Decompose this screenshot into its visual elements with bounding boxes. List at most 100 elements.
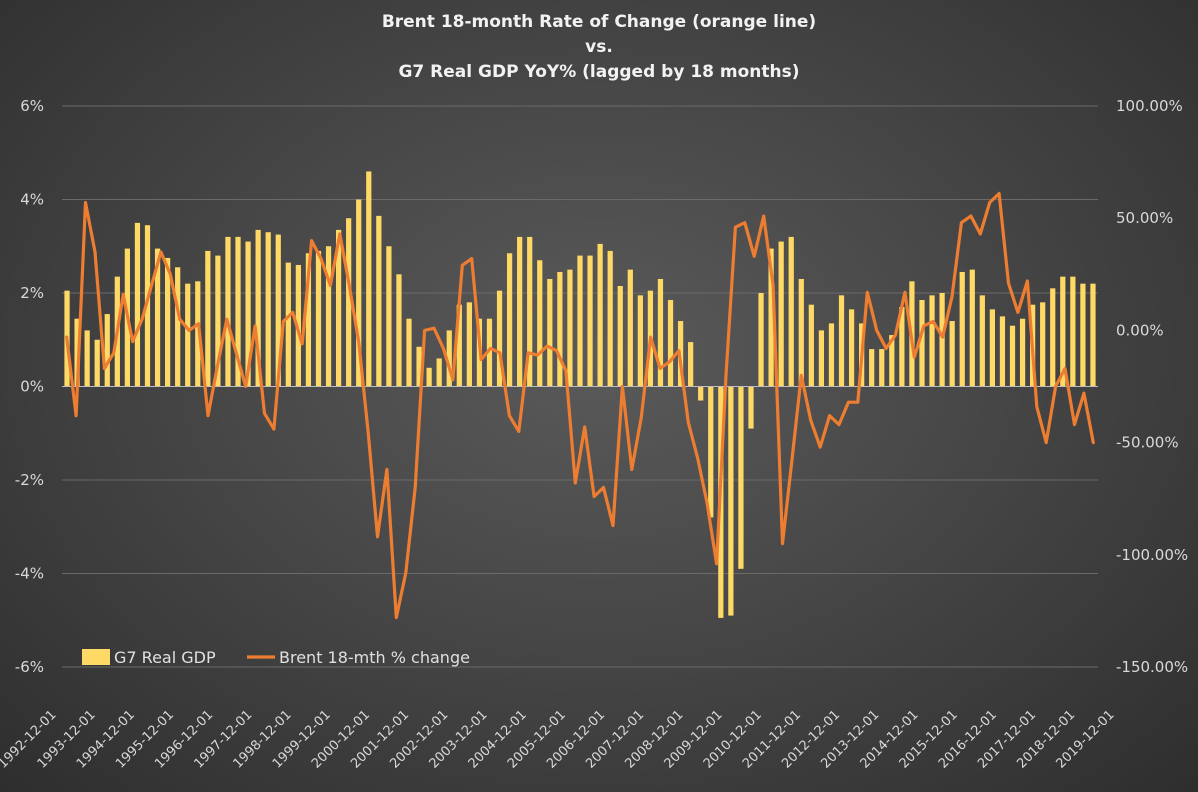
gdp-bar	[969, 269, 975, 387]
gdp-bar	[134, 222, 141, 387]
gdp-bar	[195, 281, 201, 387]
gdp-bar	[1080, 283, 1086, 387]
gdp-bar	[165, 257, 171, 387]
gdp-bar	[818, 330, 825, 387]
gdp-bar	[557, 271, 563, 387]
gdp-bar	[587, 255, 593, 387]
gdp-bar	[1009, 325, 1016, 387]
gdp-bar	[577, 255, 583, 387]
gdp-bar	[788, 236, 794, 387]
gdp-bar	[426, 367, 432, 387]
gdp-bar	[486, 318, 493, 387]
gdp-bar	[1019, 318, 1026, 387]
gdp-bar	[949, 321, 955, 387]
gdp-bar	[416, 346, 422, 387]
gdp-bar	[315, 250, 322, 387]
y-left-tick-label: 6%	[20, 97, 44, 115]
gdp-bar	[154, 248, 161, 387]
gdp-bar	[466, 302, 472, 387]
gdp-bar	[758, 293, 764, 387]
gdp-bar	[356, 199, 362, 387]
gdp-bar	[84, 330, 90, 387]
gdp-bar	[1060, 276, 1066, 387]
gdp-bar	[939, 293, 945, 387]
gdp-bar	[144, 225, 151, 387]
y-left-tick-label: -4%	[15, 565, 44, 583]
gdp-bar	[1050, 288, 1056, 387]
gdp-bar	[185, 283, 191, 387]
gdp-bar	[285, 262, 291, 387]
gdp-bar	[325, 246, 332, 387]
gdp-bar	[1090, 283, 1096, 387]
gdp-bar	[496, 290, 503, 387]
gdp-bar	[778, 241, 784, 387]
gdp-bar	[838, 295, 845, 387]
gdp-bar	[989, 309, 995, 387]
gdp-bar	[506, 253, 513, 387]
gdp-bar	[205, 250, 211, 387]
gdp-bar	[929, 295, 935, 387]
gdp-bar	[446, 330, 452, 387]
y-left-tick-label: -6%	[15, 658, 44, 676]
gdp-bar	[215, 255, 221, 387]
gdp-bar	[657, 278, 664, 387]
gdp-bar	[547, 278, 553, 387]
gdp-bar	[617, 285, 623, 387]
chart-title-line-2: vs.	[585, 37, 613, 57]
gdp-bar	[335, 229, 342, 387]
gdp-bar	[527, 236, 533, 387]
gdp-bar	[436, 358, 442, 387]
gdp-bar	[828, 323, 835, 387]
legend-label-gdp: G7 Real GDP	[114, 648, 216, 667]
y-right-tick-label: 0.00%	[1116, 321, 1164, 339]
gdp-bar	[1040, 302, 1046, 387]
gdp-bar	[386, 246, 392, 387]
gdp-bar	[869, 349, 875, 387]
gdp-bar	[366, 171, 372, 387]
gdp-bar	[456, 304, 462, 387]
legend-label-brent: Brent 18-mth % change	[279, 648, 470, 667]
gdp-bar	[919, 300, 925, 387]
gdp-bar	[104, 314, 110, 387]
chart-title-line-1: Brent 18-month Rate of Change (orange li…	[381, 12, 817, 32]
y-left-tick-label: 4%	[20, 191, 44, 209]
y-right-tick-label: 50.00%	[1116, 209, 1173, 227]
gdp-bar	[175, 267, 181, 387]
chart-title-line-3: G7 Real GDP YoY% (lagged by 18 months)	[398, 62, 800, 82]
gdp-bar	[627, 269, 633, 387]
gdp-bar	[305, 253, 312, 387]
gdp-bar	[959, 271, 965, 387]
gdp-bar	[667, 300, 674, 387]
gdp-bar	[376, 215, 382, 387]
gdp-bar	[708, 386, 714, 518]
gdp-bar	[1070, 276, 1076, 387]
gdp-bar	[517, 236, 523, 387]
gdp-bar	[637, 295, 643, 387]
gdp-bar	[738, 386, 744, 569]
gdp-bar	[748, 386, 754, 429]
y-right-tick-label: -100.00%	[1116, 546, 1188, 564]
gdp-bar	[235, 236, 241, 387]
gdp-bar	[245, 241, 251, 387]
gdp-bar	[798, 278, 804, 387]
y-right-tick-label: -50.00%	[1116, 434, 1179, 452]
gdp-bar	[979, 295, 985, 387]
gdp-bar	[396, 274, 402, 387]
gdp-bar	[255, 229, 261, 387]
gdp-bar	[688, 342, 694, 387]
gdp-bar	[848, 309, 855, 387]
gdp-bar	[597, 243, 603, 387]
gdp-bar	[94, 339, 100, 387]
gdp-bar	[879, 349, 885, 387]
gdp-bar	[728, 386, 734, 616]
gdp-bar	[698, 386, 704, 401]
gdp-bar	[265, 232, 271, 387]
y-right-tick-label: 100.00%	[1116, 97, 1183, 115]
gdp-bar	[74, 318, 80, 387]
brent-line	[65, 191, 1095, 620]
gdp-bar	[225, 236, 231, 387]
gdp-bar	[899, 307, 905, 387]
y-right-tick-label: -150.00%	[1116, 658, 1188, 676]
